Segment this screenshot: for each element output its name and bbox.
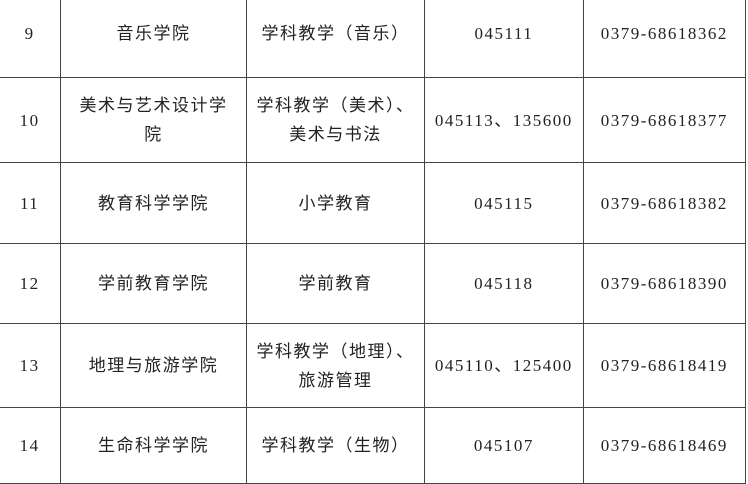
table-row: 9 音乐学院 学科教学（音乐） 045111 0379-68618362 [0, 0, 747, 78]
table-row: 12 学前教育学院 学前教育 045118 0379-68618390 [0, 243, 747, 324]
major-code: 045115 [424, 162, 584, 244]
phone-number: 0379-68618419 [582, 323, 747, 408]
college-name-line: 音乐学院 [116, 23, 191, 43]
row-number: 12 [0, 243, 62, 324]
major-name-line: 美术与书法 [289, 125, 382, 144]
college-name: 美术与艺术设计学院 [60, 77, 247, 163]
phone-number: 0379-68618390 [582, 243, 747, 324]
college-name-line: 教育科学学院 [98, 193, 210, 213]
major-name-line: 学前教育 [298, 274, 373, 293]
college-name-line: 生命科学学院 [98, 436, 210, 455]
college-name: 教育科学学院 [60, 162, 247, 244]
major-code: 045107 [424, 407, 584, 484]
major-name-line: 旅游管理 [298, 370, 373, 390]
major-code: 045118 [424, 243, 584, 324]
row-number: 11 [0, 162, 62, 244]
row-number: 14 [0, 407, 62, 484]
table-row: 10 美术与艺术设计学院学科教学（美术）、 美术与书法 045113、135600 03… [0, 77, 747, 163]
major-name: 学科教学（音乐） [245, 0, 426, 78]
major-code: 045110、125400 [424, 323, 584, 408]
college-name-line: 地理与旅游学院 [88, 356, 219, 375]
phone-number: 0379-68618362 [582, 0, 747, 78]
row-number: 9 [0, 0, 62, 78]
major-name-line: 学科教学（生物） [261, 436, 410, 455]
row-number: 13 [0, 323, 62, 408]
college-name: 学前教育学院 [60, 243, 247, 324]
row-number: 10 [0, 77, 62, 163]
major-code: 045113、135600 [424, 77, 584, 163]
college-name-line: 院 [144, 125, 163, 144]
major-name-line: 学科教学（音乐） [261, 23, 410, 43]
major-code: 045111 [424, 0, 584, 78]
major-name: 学科教学（美术）、 美术与书法 [245, 77, 426, 163]
major-name: 学前教育 [245, 243, 426, 324]
phone-number: 0379-68618382 [582, 162, 747, 244]
phone-number: 0379-68618377 [582, 77, 747, 163]
college-name-line: 学前教育学院 [98, 274, 210, 293]
major-name-line: 学科教学（地理）、 [256, 341, 415, 361]
table-row: 11 教育科学学院 小学教育 045115 0379-68618382 [0, 162, 747, 244]
college-name-line: 美术与艺术设计学 [79, 96, 228, 115]
major-name-line: 学科教学（美术）、 [256, 96, 415, 115]
major-name: 学科教学（生物） [245, 407, 426, 484]
college-name: 生命科学学院 [60, 407, 247, 484]
table-row: 13 地理与旅游学院 学科教学（地理）、 旅游管理 045110、125400 0379-… [0, 323, 747, 408]
college-name: 音乐学院 [60, 0, 247, 78]
major-name: 学科教学（地理）、 旅游管理 [245, 323, 426, 408]
table-row: 14 生命科学学院 学科教学（生物） 045107 0379-68618469 [0, 407, 747, 484]
phone-number: 0379-68618469 [582, 407, 747, 484]
major-name-line: 小学教育 [298, 193, 373, 213]
major-name: 小学教育 [245, 162, 426, 244]
college-name: 地理与旅游学院 [60, 323, 247, 408]
